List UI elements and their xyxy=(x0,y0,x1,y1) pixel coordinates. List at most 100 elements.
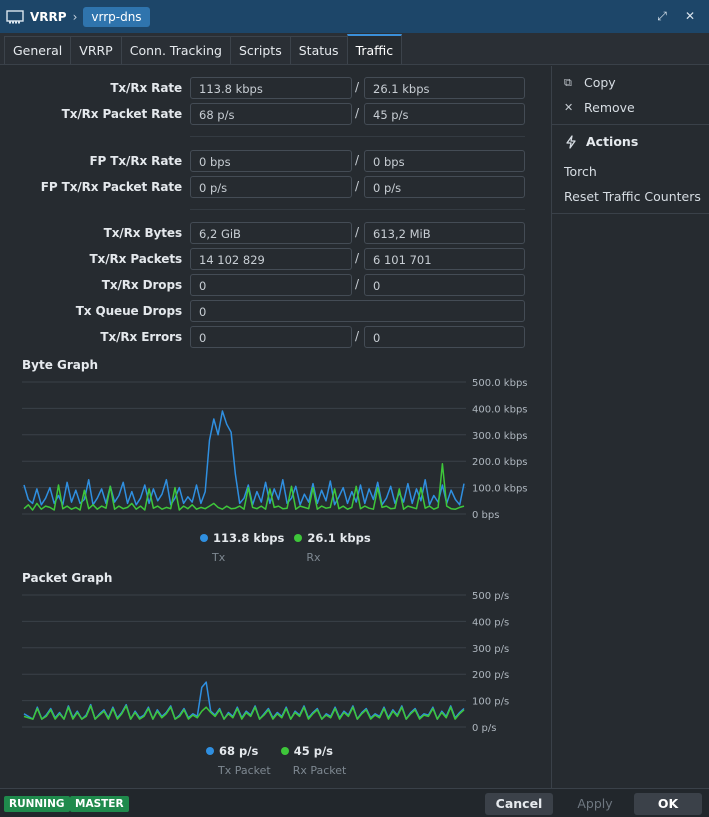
divider xyxy=(190,136,525,137)
legend-rx[interactable]: 26.1 kbps Rx xyxy=(294,531,371,564)
byte-graph-series-tx xyxy=(23,410,465,506)
tab-bar: General VRRP Conn. Tracking Scripts Stat… xyxy=(0,33,709,65)
tx-packets-field[interactable]: 14 102 829 xyxy=(190,248,352,270)
legend-rx-name: Rx xyxy=(306,551,321,564)
breadcrumb-item[interactable]: vrrp-dns xyxy=(83,6,150,27)
stat-row-drops: Tx/Rx Drops 0 / 0 xyxy=(0,274,551,296)
tx-packet-rate-field[interactable]: 68 p/s xyxy=(190,103,352,125)
actions-sidebar: ⧉ Copy ✕ Remove Actions Torch Reset Traf… xyxy=(551,66,709,788)
rx-bytes-field[interactable]: 613,2 MiB xyxy=(364,222,525,244)
packet-graph-series-rx-packet xyxy=(23,705,465,720)
legend-rx-packet[interactable]: 45 p/s Rx Packet xyxy=(280,744,346,777)
tx-drops-field[interactable]: 0 xyxy=(190,274,352,296)
actions-header: Actions xyxy=(564,134,638,149)
legend-tx-packet[interactable]: 68 p/s Tx Packet xyxy=(206,744,271,777)
packet-graph-tick-label: 300 p/s xyxy=(472,644,509,655)
tab-traffic[interactable]: Traffic xyxy=(346,34,403,64)
tab-vrrp[interactable]: VRRP xyxy=(70,36,122,64)
packet-graph-tick-label: 100 p/s xyxy=(472,697,509,708)
tx-rate-field[interactable]: 113.8 kbps xyxy=(190,77,352,99)
legend-tx[interactable]: 113.8 kbps Tx xyxy=(200,531,284,564)
legend-tx-packet-name: Tx Packet xyxy=(218,764,271,777)
title-bar: VRRP › vrrp-dns ⤢ ✕ xyxy=(0,0,709,33)
byte-graph: 500.0 kbps 400.0 kbps 300.0 kbps 200.0 kbps… xyxy=(22,378,528,521)
lightning-icon xyxy=(566,134,576,149)
byte-graph-series-rx xyxy=(23,463,465,511)
divider xyxy=(190,209,525,210)
tab-general[interactable]: General xyxy=(4,36,72,64)
cancel-button[interactable]: Cancel xyxy=(485,793,553,815)
breadcrumb-app[interactable]: VRRP xyxy=(30,9,67,24)
packet-graph-legend: 68 p/s Tx Packet 45 p/s Rx Packet xyxy=(206,744,356,777)
stat-row-queue-drops: Tx Queue Drops 0 xyxy=(0,300,551,322)
fp-rx-rate-field[interactable]: 0 bps xyxy=(364,150,525,172)
remove-label: Remove xyxy=(584,100,635,115)
byte-graph-tick-label: 400.0 kbps xyxy=(472,404,528,415)
rx-errors-field[interactable]: 0 xyxy=(364,326,525,348)
close-icon: ✕ xyxy=(564,101,574,114)
copy-icon: ⧉ xyxy=(564,75,572,89)
stat-label: Tx/Rx Packets xyxy=(89,252,182,266)
byte-graph-title: Byte Graph xyxy=(22,358,99,372)
apply-button[interactable]: Apply xyxy=(577,796,613,811)
legend-rx-packet-value: 45 p/s xyxy=(293,744,334,758)
stat-label: FP Tx/Rx Rate xyxy=(89,154,182,168)
copy-label: Copy xyxy=(584,75,616,90)
packet-graph-tick-label: 200 p/s xyxy=(472,670,509,681)
tab-conn-tracking[interactable]: Conn. Tracking xyxy=(120,36,231,64)
stat-label: Tx Queue Drops xyxy=(75,304,182,318)
packet-graph-tick-label: 0 p/s xyxy=(472,723,496,734)
close-icon[interactable]: ✕ xyxy=(684,9,696,23)
fp-tx-packet-rate-field[interactable]: 0 p/s xyxy=(190,176,352,198)
rx-dot xyxy=(294,534,303,542)
stat-label: Tx/Rx Drops xyxy=(101,278,182,292)
byte-graph-legend: 113.8 kbps Tx 26.1 kbps Rx xyxy=(200,531,381,564)
fp-tx-rate-field[interactable]: 0 bps xyxy=(190,150,352,172)
tx-errors-field[interactable]: 0 xyxy=(190,326,352,348)
byte-graph-tick-label: 500.0 kbps xyxy=(472,378,528,389)
actions-title: Actions xyxy=(586,134,639,149)
rx-packet-rate-field[interactable]: 45 p/s xyxy=(364,103,525,125)
byte-graph-tick-label: 200.0 kbps xyxy=(472,457,528,468)
stat-row-errors: Tx/Rx Errors 0 / 0 xyxy=(0,326,551,348)
stat-label: Tx/Rx Packet Rate xyxy=(61,107,182,121)
packet-graph-tick-label: 500 p/s xyxy=(472,591,509,602)
byte-graph-tick-label: 100.0 kbps xyxy=(472,484,528,495)
master-badge: MASTER xyxy=(70,796,129,812)
stat-row-packets: Tx/Rx Packets 14 102 829 / 6 101 701 xyxy=(0,248,551,270)
fp-rx-packet-rate-field[interactable]: 0 p/s xyxy=(364,176,525,198)
tx-bytes-field[interactable]: 6,2 GiB xyxy=(190,222,352,244)
rx-rate-field[interactable]: 26.1 kbps xyxy=(364,77,525,99)
copy-button[interactable]: ⧉ Copy xyxy=(564,75,616,90)
legend-tx-value: 113.8 kbps xyxy=(213,531,285,545)
tab-status[interactable]: Status xyxy=(289,36,348,64)
stat-label: FP Tx/Rx Packet Rate xyxy=(40,180,182,194)
chevron-right-icon: › xyxy=(72,9,78,24)
tab-scripts[interactable]: Scripts xyxy=(229,36,291,64)
stat-row-packet-rate: Tx/Rx Packet Rate 68 p/s / 45 p/s xyxy=(0,103,551,125)
byte-graph-tick-label: 300.0 kbps xyxy=(472,431,528,442)
ok-button[interactable]: OK xyxy=(634,793,702,815)
packet-graph-tick-label: 400 p/s xyxy=(472,617,509,628)
torch-button[interactable]: Torch xyxy=(564,164,597,179)
legend-tx-packet-value: 68 p/s xyxy=(219,744,259,758)
divider xyxy=(552,124,709,125)
stat-label: Tx/Rx Errors xyxy=(100,330,182,344)
remove-button[interactable]: ✕ Remove xyxy=(564,100,635,115)
expand-icon[interactable]: ⤢ xyxy=(657,9,667,23)
divider xyxy=(552,213,709,214)
stat-row-bytes: Tx/Rx Bytes 6,2 GiB / 613,2 MiB xyxy=(0,222,551,244)
rx-packets-field[interactable]: 6 101 701 xyxy=(364,248,525,270)
rx-dot xyxy=(280,747,289,755)
rx-drops-field[interactable]: 0 xyxy=(364,274,525,296)
stat-row-rate: Tx/Rx Rate 113.8 kbps / 26.1 kbps xyxy=(0,77,551,99)
stat-label: Tx/Rx Bytes xyxy=(103,226,182,240)
bottom-bar: RUNNING MASTER Cancel Apply OK xyxy=(0,788,709,817)
tx-queue-drops-field[interactable]: 0 xyxy=(190,300,525,322)
running-badge: RUNNING xyxy=(4,796,70,812)
stat-label: Tx/Rx Rate xyxy=(110,81,182,95)
monitor-icon xyxy=(6,9,24,23)
reset-counters-button[interactable]: Reset Traffic Counters xyxy=(564,189,701,204)
packet-graph-title: Packet Graph xyxy=(22,571,113,585)
traffic-panel: Tx/Rx Rate 113.8 kbps / 26.1 kbps Tx/Rx … xyxy=(0,66,551,788)
